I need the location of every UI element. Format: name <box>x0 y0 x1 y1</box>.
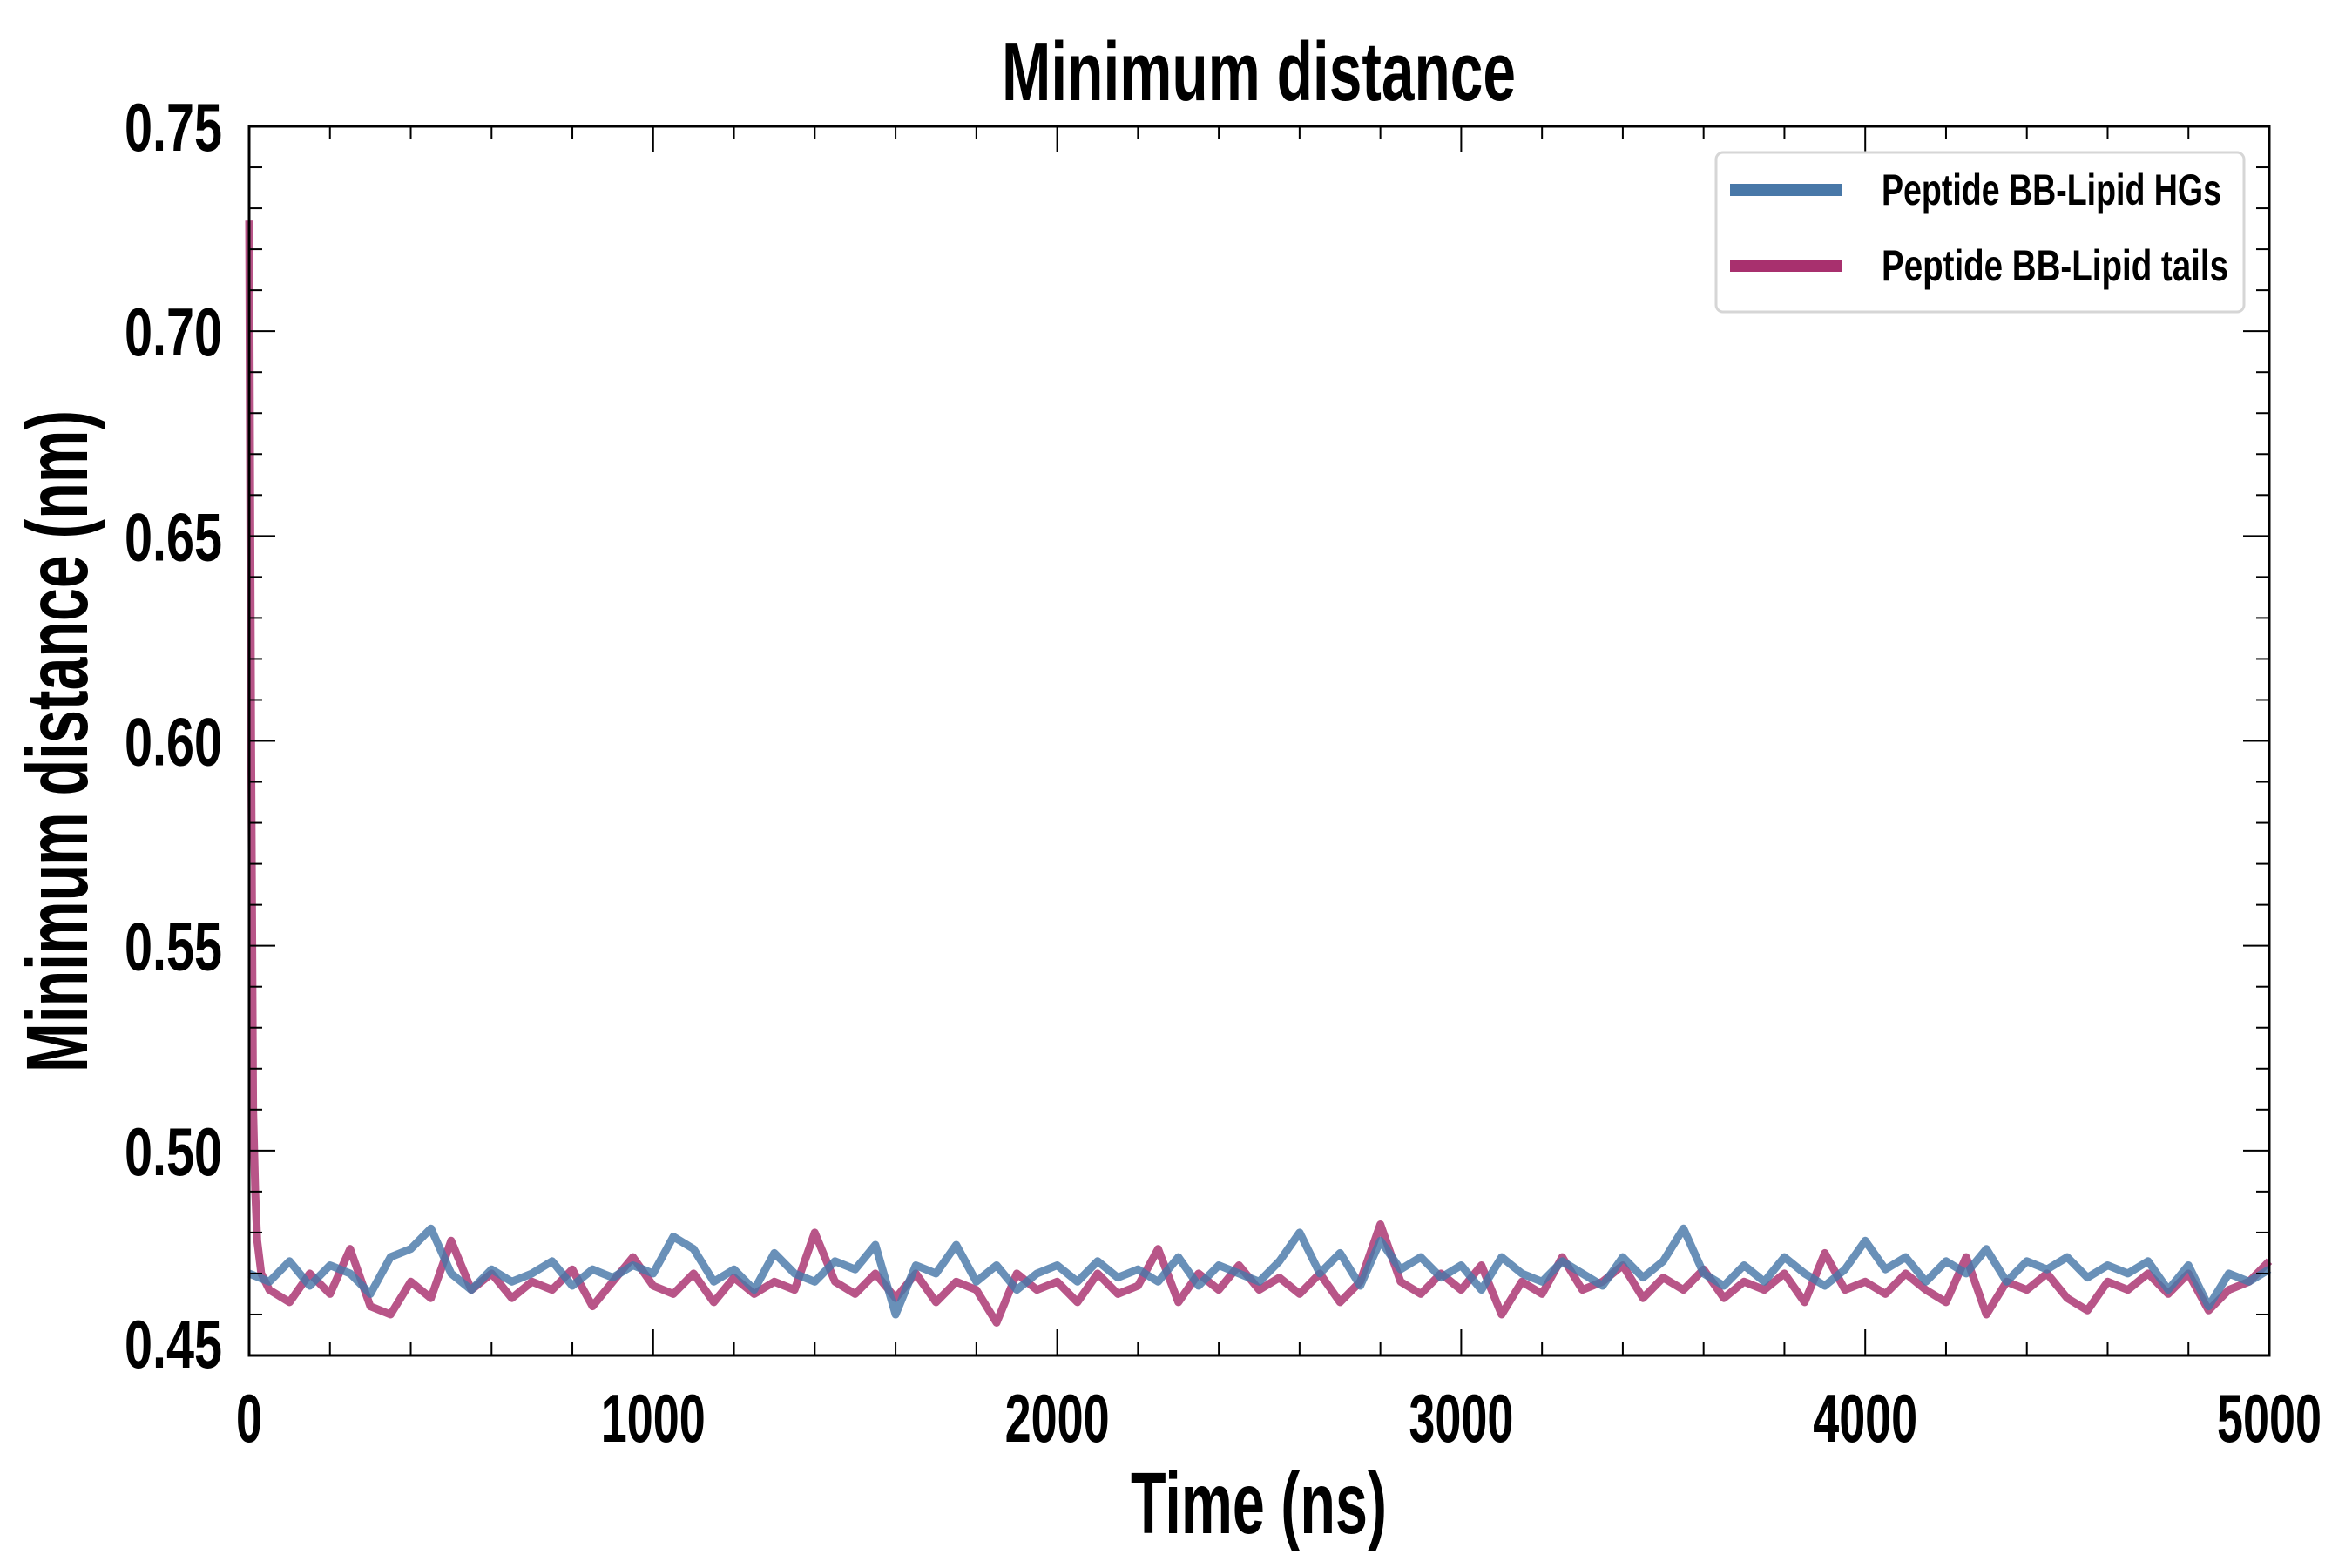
y-tick-label: 0.50 <box>125 1113 222 1190</box>
x-tick-label: 0 <box>236 1380 262 1456</box>
series-line-hgs <box>247 1224 2272 1319</box>
y-tick-label: 0.60 <box>125 704 222 781</box>
legend-label-tails: Peptide BB-Lipid tails <box>1882 241 2228 290</box>
x-tick-label: 2000 <box>1005 1380 1110 1456</box>
series-layer <box>245 220 2273 1327</box>
y-tick-label: 0.45 <box>125 1306 222 1382</box>
legend-box <box>1714 151 2246 314</box>
y-axis-label: Minimum distance (nm) <box>9 410 106 1072</box>
x-tick-label: 1000 <box>601 1380 706 1456</box>
axis-ticks: 0 1000 2000 3000 4000 5000 0.45 0.50 0.55 0.60 0.6… <box>125 89 2322 1456</box>
plot-frame <box>247 125 2271 1357</box>
y-tick-label: 0.70 <box>125 294 222 370</box>
series-line-tails <box>245 220 2273 1327</box>
x-tick-label: 4000 <box>1813 1380 1917 1456</box>
x-tick-label: 3000 <box>1409 1380 1513 1456</box>
legend: Peptide BB-Lipid HGs Peptide BB-Lipid ta… <box>1714 151 2246 314</box>
chart-title: Minimum distance <box>1002 25 1516 118</box>
y-tick-label: 0.55 <box>125 909 222 985</box>
legend-label-hgs: Peptide BB-Lipid HGs <box>1882 166 2221 214</box>
y-tick-label: 0.65 <box>125 498 222 575</box>
x-axis-label: Time (ns) <box>1131 1455 1387 1552</box>
x-tick-label: 5000 <box>2217 1380 2322 1456</box>
y-tick-label: 0.75 <box>125 89 222 166</box>
